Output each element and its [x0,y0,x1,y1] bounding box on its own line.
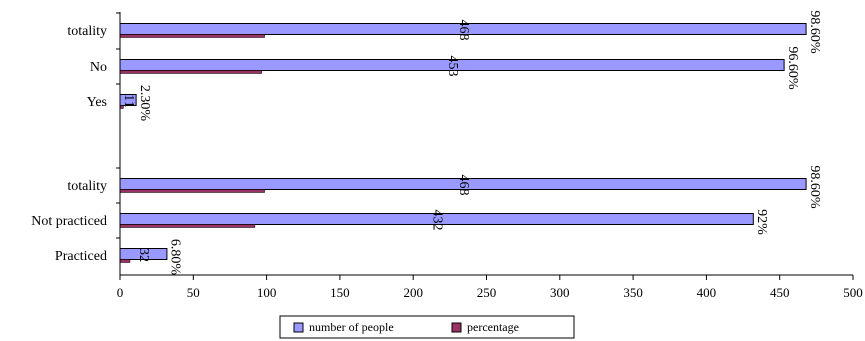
x-tick-label: 250 [477,285,497,300]
legend: number of people percentage [279,315,575,339]
x-tick-label: 350 [623,285,643,300]
category-labels-layer: totality No Yes totality Not practiced Practi… [31,24,107,264]
data-label-number-of-people: 468 [456,175,471,196]
category-label: totality [67,24,107,39]
legend-label: percentage [467,320,519,334]
data-labels-layer: 468 98.60% 453 96.60% 11 2.30% 468 98.60% 432 92%… [121,10,822,275]
category-label: Practiced [55,249,107,264]
data-label-number-of-people: 468 [456,20,471,41]
bar-percentage [119,34,265,38]
bar-percentage [119,70,262,74]
data-label-percentage: 2.30% [137,85,152,122]
x-tick-label: 400 [697,285,717,300]
x-tick-label: 50 [187,285,200,300]
category-label: Yes [87,95,107,110]
legend-swatch [451,322,462,333]
x-tick-label: 200 [403,285,423,300]
data-label-number-of-people: 453 [445,56,460,77]
data-label-percentage: 98.60% [807,10,822,54]
data-label-number-of-people: 32 [136,248,151,262]
bars-layer [119,23,807,263]
x-tick-label: 500 [843,285,863,300]
data-label-percentage: 6.80% [168,239,183,276]
category-label: totality [67,179,107,194]
category-label: Not practiced [31,214,107,229]
legend-box [279,315,575,339]
x-tick-label: 150 [330,285,350,300]
x-tick-label: 300 [550,285,570,300]
legend-swatch [293,322,304,333]
x-tick-label: 0 [117,285,124,300]
data-label-percentage: 96.60% [785,46,800,90]
data-label-number-of-people: 11 [121,94,136,107]
x-tick-label: 450 [770,285,790,300]
bar-percentage [119,189,265,193]
data-label-percentage: 98.60% [807,165,822,209]
category-label: No [90,60,107,75]
x-axis: 0 50 100 150 200 250 300 350 400 450 500 [116,12,863,300]
data-label-percentage: 92% [754,209,769,235]
bar-percentage [119,224,256,228]
x-tick-label: 100 [257,285,277,300]
bar-percentage [119,259,131,263]
legend-label: number of people [309,320,394,334]
data-label-number-of-people: 432 [429,210,444,231]
